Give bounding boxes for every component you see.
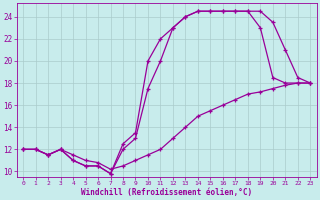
X-axis label: Windchill (Refroidissement éolien,°C): Windchill (Refroidissement éolien,°C) xyxy=(81,188,252,197)
